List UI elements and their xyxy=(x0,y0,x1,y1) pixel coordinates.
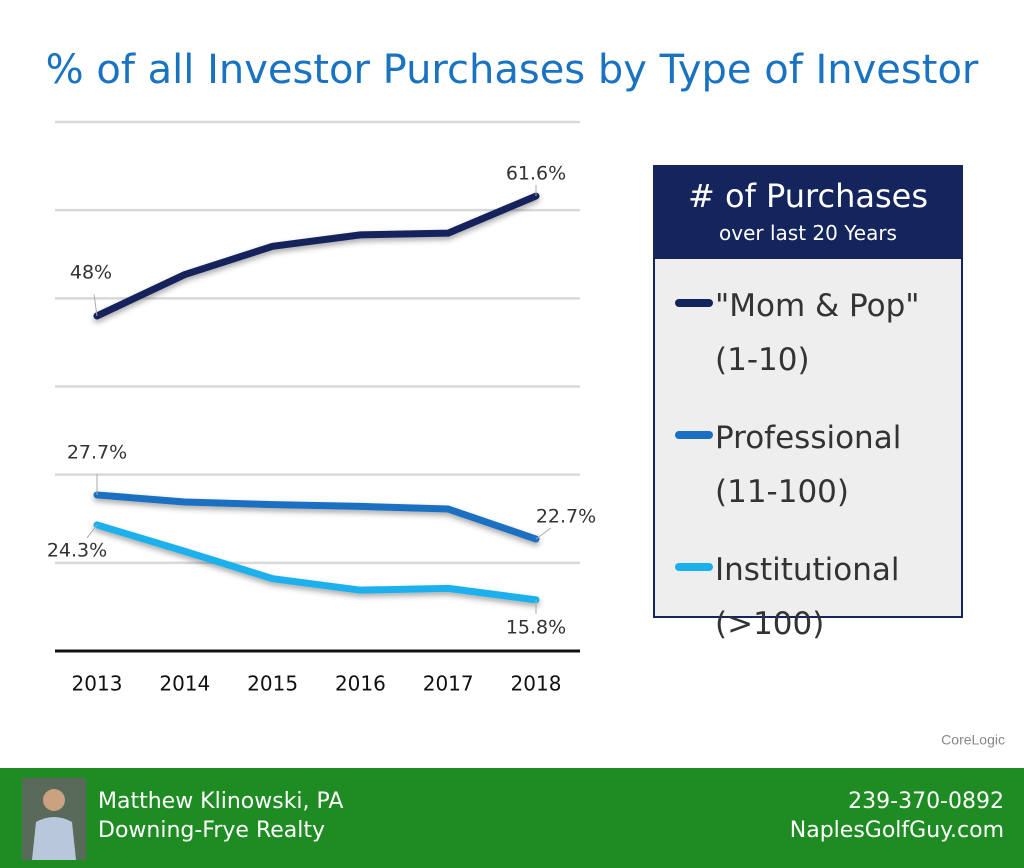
legend-entry: Professional (11-100) xyxy=(655,405,961,523)
series-line xyxy=(93,521,540,604)
legend-swatch xyxy=(675,299,713,307)
footer-company: Downing-Frye Realty xyxy=(98,818,325,843)
label-leader xyxy=(86,524,98,539)
footer-phone: 239-370-0892 xyxy=(848,789,1004,814)
legend-subtitle: over last 20 Years xyxy=(719,221,897,245)
value-label: 22.7% xyxy=(536,506,596,528)
value-label: 24.3% xyxy=(47,539,107,561)
x-tick-label: 2014 xyxy=(159,672,210,696)
legend-header: # of Purchases over last 20 Years xyxy=(655,167,961,259)
label-leader xyxy=(535,527,552,540)
legend-swatch xyxy=(675,431,713,439)
value-label: 61.6% xyxy=(506,163,566,185)
x-tick-label: 2016 xyxy=(335,672,386,696)
photo-face xyxy=(43,789,65,811)
plot: 2013 2014 2015 2016 2017 2018 48% 61.6% 27.7% 22.… xyxy=(47,120,596,696)
series-line xyxy=(93,192,540,320)
legend-swatch xyxy=(675,563,713,571)
x-tick-label: 2017 xyxy=(423,672,474,696)
series-line xyxy=(93,491,540,543)
x-tick-label: 2013 xyxy=(72,672,123,696)
legend-label: Professional (11-100) xyxy=(715,420,902,510)
legend-entry: "Mom & Pop" (1-10) xyxy=(655,273,961,391)
footer-bar xyxy=(0,768,1024,868)
legend-label: "Mom & Pop" (1-10) xyxy=(715,288,920,378)
photo-body xyxy=(32,817,76,860)
footer-name: Matthew Klinowski, PA xyxy=(98,789,343,814)
label-leader xyxy=(93,294,98,317)
value-label: 48% xyxy=(70,261,112,283)
x-tick-label: 2015 xyxy=(247,672,298,696)
x-tick-label: 2018 xyxy=(511,672,562,696)
value-label: 27.7% xyxy=(67,441,127,463)
footer-website: NaplesGolfGuy.com xyxy=(790,818,1004,843)
legend-title: # of Purchases xyxy=(688,177,928,215)
value-label: 15.8% xyxy=(506,616,566,638)
legend-label: Institutional (>100) xyxy=(715,552,900,642)
legend-entry: Institutional (>100) xyxy=(655,537,961,655)
source: CoreLogic xyxy=(941,732,1005,748)
legend: # of Purchases over last 20 Years "Mom &… xyxy=(653,165,963,642)
chart-title: % of all Investor Purchases by Type of I… xyxy=(46,47,979,93)
